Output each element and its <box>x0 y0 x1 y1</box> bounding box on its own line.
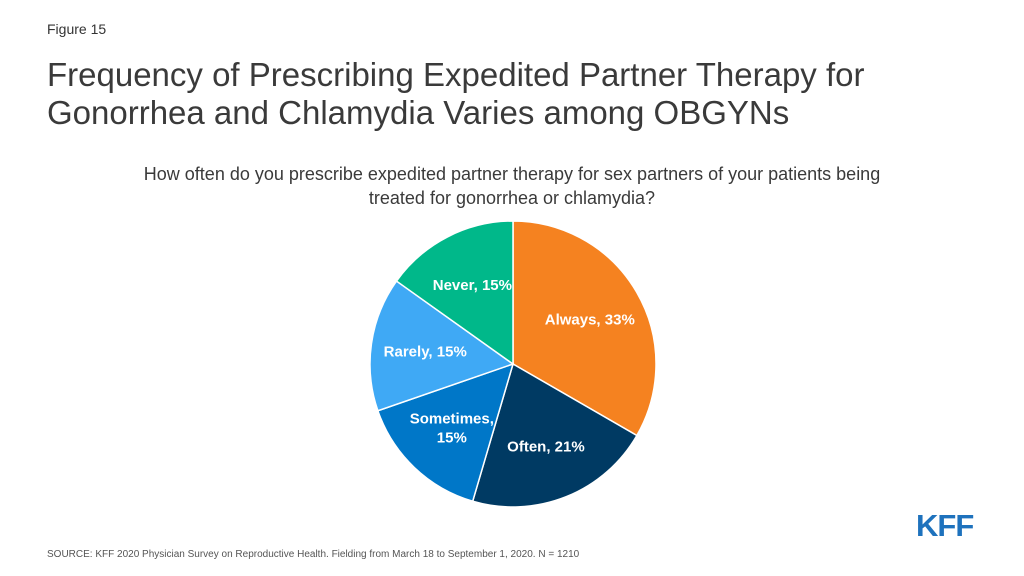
pie-slice-rarely <box>369 280 515 412</box>
kff-logo: KFF <box>916 508 974 543</box>
survey-question: How often do you prescribe expedited par… <box>143 164 881 208</box>
figure-label: Figure 15 <box>47 21 107 37</box>
pie-slice-never <box>395 220 514 366</box>
slice-label-often: Often, 21% <box>507 438 585 455</box>
slice-label-never: Never, 15% <box>433 277 512 294</box>
chart-title: Frequency of Prescribing Expedited Partn… <box>47 56 865 131</box>
pie-slice-always <box>512 220 657 437</box>
slice-label-sometimes: Sometimes, 15% <box>410 411 494 447</box>
source-note: SOURCE: KFF 2020 Physician Survey on Rep… <box>47 549 580 560</box>
slice-label-rarely: Rarely, 15% <box>384 343 467 360</box>
pie-chart: Always, 33% Often, 21% Sometimes, 15% Rarely… <box>369 220 657 508</box>
pie-slice-sometimes <box>376 362 515 503</box>
pie-slice-often <box>471 362 638 508</box>
slice-label-always: Always, 33% <box>545 312 635 329</box>
